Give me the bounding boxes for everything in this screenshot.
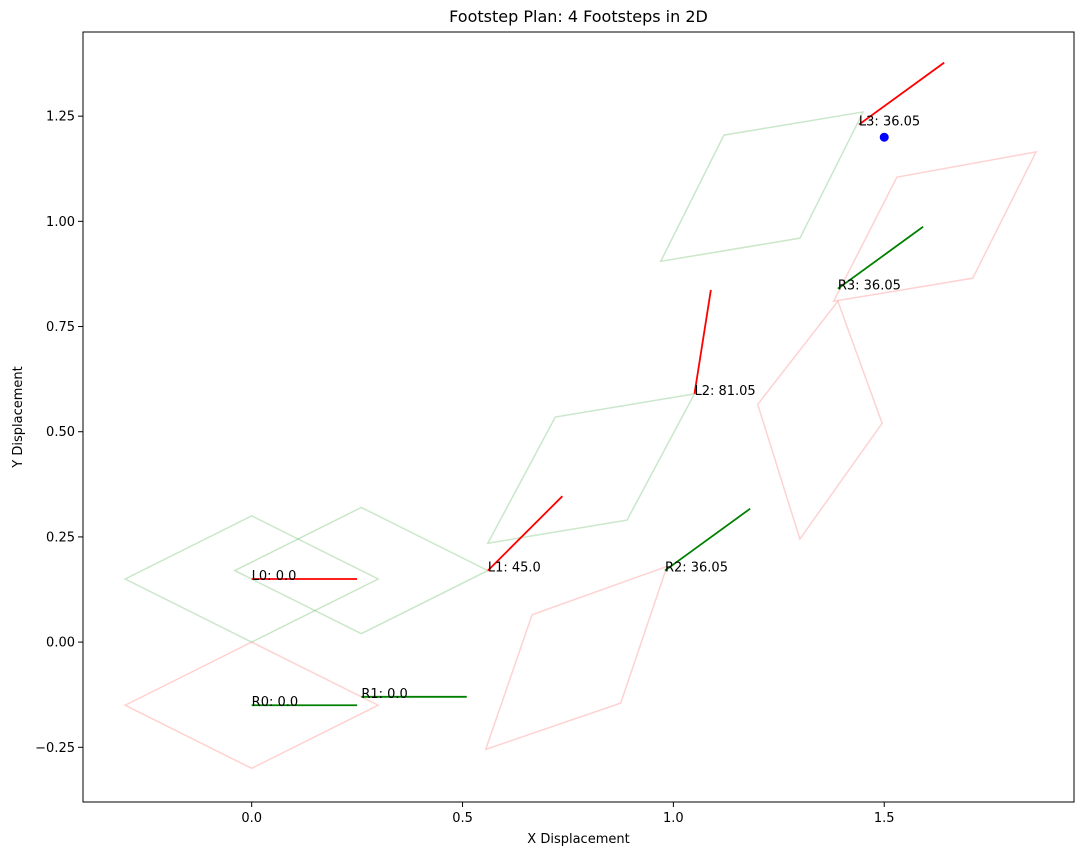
goal-marker xyxy=(879,132,889,142)
y-tick-label: −0.25 xyxy=(35,741,75,756)
right-foot-region xyxy=(832,150,1038,303)
left-foot-region xyxy=(659,110,865,263)
y-tick-label: 1.25 xyxy=(46,110,75,125)
footstep-label: R1: 0.0 xyxy=(361,687,408,702)
x-tick-label: 0.0 xyxy=(241,811,262,826)
y-tick-label: 0.50 xyxy=(46,425,75,440)
chart-title: Footstep Plan: 4 Footsteps in 2D xyxy=(449,7,708,26)
goal-layer xyxy=(879,132,889,142)
footstep-labels: L0: 0.0 R0: 0.0 L1: 45.0 R1: 0.0 L2: 81.05 R2… xyxy=(252,115,921,711)
x-axis-ticks: 0.0 0.5 1.0 1.5 xyxy=(241,802,895,826)
y-tick-label: 1.00 xyxy=(46,215,75,230)
y-tick-label: 0.00 xyxy=(46,636,75,651)
right-foot-region xyxy=(756,299,883,541)
x-tick-label: 1.5 xyxy=(874,811,895,826)
right-foot-region xyxy=(484,565,669,751)
x-tick-label: 0.5 xyxy=(452,811,473,826)
y-axis-label: Y Displacement xyxy=(11,366,26,468)
plot-frame xyxy=(82,31,1075,803)
left-foot-region xyxy=(486,392,696,545)
footstep-label: L3: 36.05 xyxy=(859,115,920,130)
right-foot-region xyxy=(123,641,380,770)
right-footstep-heading xyxy=(837,226,924,290)
footstep-label: R3: 36.05 xyxy=(838,279,901,294)
x-tick-label: 1.0 xyxy=(663,811,684,826)
footstep-headings xyxy=(251,61,945,707)
footstep-label: L0: 0.0 xyxy=(252,569,297,584)
left-footstep-heading xyxy=(487,495,564,572)
footstep-label: L2: 81.05 xyxy=(694,384,755,399)
footstep-label: R0: 0.0 xyxy=(252,695,299,710)
left-footstep-heading xyxy=(858,61,945,126)
footstep-label: R2: 36.05 xyxy=(665,561,728,576)
y-axis-ticks: −0.25 0.00 0.25 0.50 0.75 1.00 1.25 xyxy=(35,110,83,756)
y-tick-label: 0.75 xyxy=(46,320,75,335)
right-footstep-heading xyxy=(664,507,751,572)
x-axis-label: X Displacement xyxy=(527,832,629,847)
left-foot-region xyxy=(123,515,380,643)
foothold-regions xyxy=(123,110,1038,770)
y-tick-label: 0.25 xyxy=(46,530,75,545)
footstep-label: L1: 45.0 xyxy=(488,561,541,576)
left-footstep-heading xyxy=(693,289,712,394)
